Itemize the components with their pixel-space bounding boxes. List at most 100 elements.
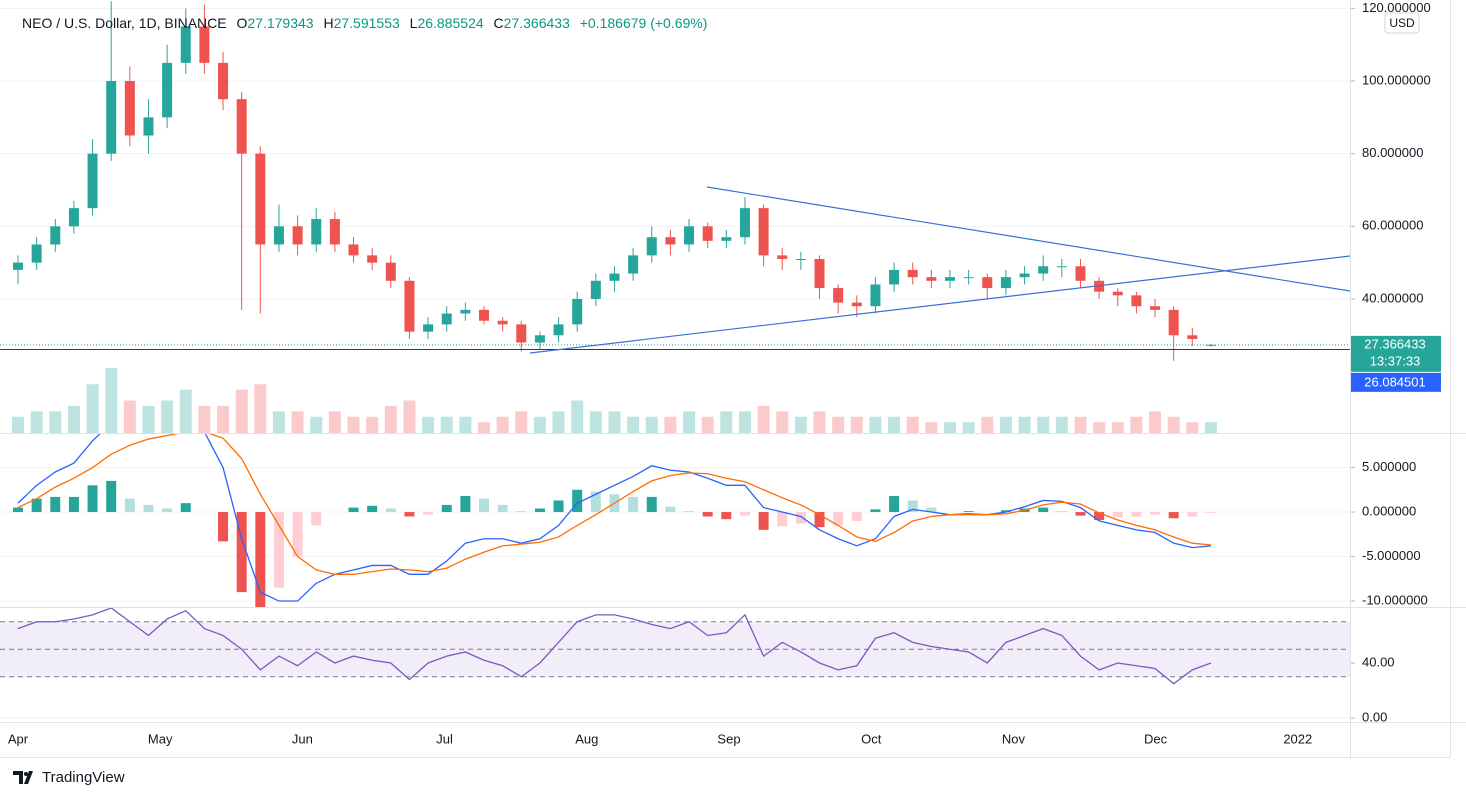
histogram-bar	[739, 512, 750, 516]
histogram-bar	[106, 480, 117, 513]
low-value: 26.885524	[417, 15, 483, 31]
histogram-bar	[833, 512, 844, 526]
volume-bar	[67, 405, 80, 433]
x-tick-label: Apr	[8, 731, 29, 746]
candle-body	[13, 262, 23, 270]
candle-body	[311, 219, 322, 245]
y-tick-label: 0.000000	[1362, 503, 1416, 518]
candle-body	[572, 298, 583, 325]
histogram-bar	[236, 512, 247, 593]
histogram-bar	[516, 511, 527, 513]
histogram-bar	[1187, 512, 1198, 517]
histogram-bar	[460, 496, 471, 513]
volume-bar	[776, 411, 789, 433]
histogram-bar	[590, 491, 601, 513]
histogram-bar	[479, 498, 489, 513]
volume-bar	[422, 416, 435, 433]
x-tick-label: Nov	[1002, 731, 1026, 746]
last-price-box	[1350, 335, 1441, 372]
volume-bar	[850, 416, 863, 433]
candle-body	[739, 208, 750, 238]
volume-bar	[235, 389, 248, 433]
volume-bar	[179, 389, 192, 433]
candle-body	[497, 320, 508, 325]
high-label: H	[323, 15, 333, 31]
histogram-bar	[1000, 510, 1011, 513]
candle-body	[833, 288, 844, 303]
candle-body	[180, 26, 191, 63]
candle-body	[1131, 295, 1142, 307]
histogram-bar	[124, 498, 135, 513]
candle-body	[646, 237, 657, 256]
candle-body	[758, 208, 769, 256]
candle-body	[236, 99, 247, 154]
volume-bar	[291, 411, 304, 433]
histogram-bar	[1038, 507, 1049, 513]
candle-body	[218, 62, 229, 100]
candle-body	[423, 324, 434, 332]
volume-bar	[962, 422, 975, 433]
histogram-bar	[758, 512, 769, 530]
volume-bar	[310, 416, 323, 433]
histogram-bar	[851, 512, 862, 521]
volume-bar	[1093, 422, 1106, 433]
x-tick-label: Aug	[575, 731, 598, 746]
volume-bar	[198, 405, 211, 433]
volume-bar	[105, 368, 118, 433]
candle-body	[870, 284, 881, 307]
candle-body	[609, 273, 620, 281]
histogram-bar	[367, 505, 378, 513]
candle-body	[199, 26, 210, 63]
volume-bar	[161, 400, 174, 433]
candle-body	[777, 255, 788, 260]
price-pane	[0, 1, 1350, 433]
candle-body	[1019, 273, 1030, 278]
volume-bar	[664, 416, 677, 433]
candle-body	[1038, 266, 1049, 274]
signal-line	[17, 434, 1212, 575]
volume-bar	[86, 384, 99, 433]
volume-bar	[459, 416, 472, 433]
histogram-bar	[572, 489, 583, 513]
volume-bar	[347, 416, 360, 433]
histogram-bar	[180, 503, 191, 513]
candle-body	[124, 81, 135, 136]
histogram-bar	[68, 496, 79, 513]
histogram-bar	[1112, 512, 1123, 518]
volume-bar	[813, 411, 826, 433]
x-tick-label: Jul	[436, 731, 453, 746]
last-price-label: 27.366433	[1364, 336, 1425, 351]
histogram-bar	[1150, 512, 1161, 515]
x-tick-label: 2022	[1283, 731, 1312, 746]
histogram-bar	[497, 504, 508, 513]
candle-body	[1150, 306, 1161, 310]
candle-body	[348, 244, 359, 256]
candle-body	[292, 226, 303, 245]
candle-body	[963, 277, 974, 279]
histogram-bar	[273, 512, 284, 588]
volume-bar	[142, 405, 155, 433]
change: +0.186679 (+0.69%)	[580, 15, 708, 31]
histogram-bar	[1168, 512, 1179, 519]
candle-body	[665, 237, 676, 245]
high-value: 27.591553	[334, 15, 400, 31]
countdown: 13:37:33	[1370, 353, 1421, 368]
volume-bar	[627, 416, 640, 433]
volume-bar	[272, 411, 285, 433]
volume-bar	[1204, 422, 1217, 433]
volume-bar	[1055, 416, 1068, 433]
volume-bar	[944, 422, 956, 433]
x-tick-label: Oct	[861, 731, 882, 746]
histogram-bar	[31, 498, 42, 513]
volume-bar	[49, 411, 62, 433]
volume-bar	[738, 411, 751, 433]
candle-body	[1187, 335, 1198, 339]
candle-body	[273, 226, 284, 245]
candle-body	[479, 309, 489, 321]
candle-body	[87, 153, 98, 209]
y-tick-label: -10.000000	[1362, 592, 1428, 607]
volume-bar	[906, 416, 919, 433]
volume-bar	[571, 400, 584, 433]
currency-badge[interactable]	[1384, 12, 1420, 34]
